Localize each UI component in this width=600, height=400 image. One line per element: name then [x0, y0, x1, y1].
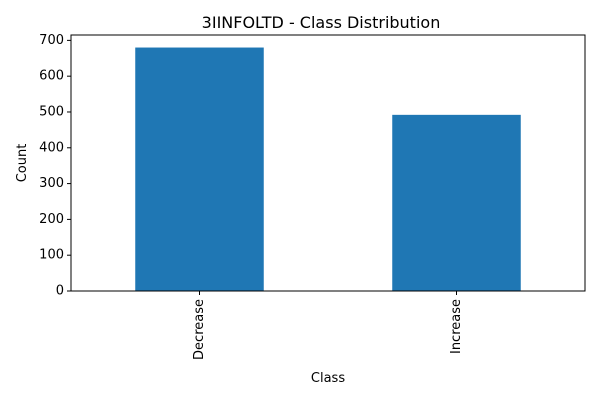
chart-title: 3IINFOLTD - Class Distribution — [202, 13, 441, 32]
y-tick-label: 400 — [39, 140, 64, 155]
y-tick-label: 200 — [39, 212, 64, 227]
y-tick-label: 100 — [39, 248, 64, 263]
y-tick-label: 700 — [39, 33, 64, 48]
y-tick-label: 300 — [39, 176, 64, 191]
y-tick-label: 0 — [56, 284, 64, 299]
y-axis-ticks: 0 100 200 300 400 500 600 700 — [39, 33, 71, 299]
x-axis-ticks: Decrease Increase — [192, 291, 464, 360]
x-axis-label: Class — [311, 371, 345, 386]
plot-frame — [70, 34, 586, 292]
bar-increase — [392, 114, 521, 291]
x-tick-label: Decrease — [192, 299, 207, 360]
x-tick-label: Increase — [449, 299, 464, 354]
y-tick-label: 500 — [39, 104, 64, 119]
y-tick-label: 600 — [39, 69, 64, 84]
bar-decrease — [135, 47, 264, 292]
bars-group — [135, 47, 521, 292]
y-axis-label: Count — [15, 144, 30, 183]
